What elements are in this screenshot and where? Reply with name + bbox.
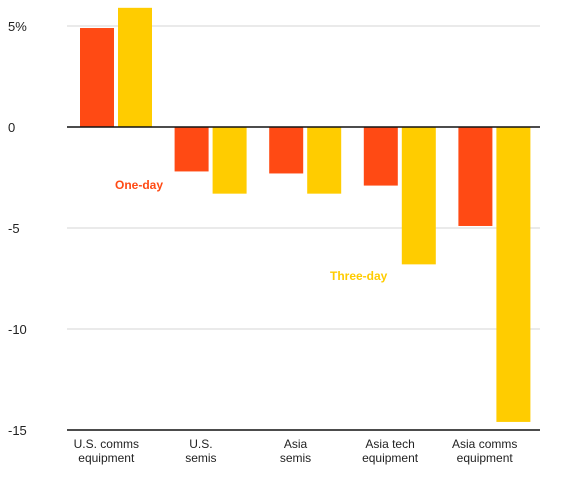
labels: 5%0-5-10-15U.S. commsequipmentU.S.semisA…	[8, 19, 517, 465]
bar-three-day-3	[401, 127, 436, 265]
y-tick-label: 0	[8, 120, 15, 135]
series-label-three-day: Three-day	[330, 269, 388, 283]
y-tick-label: -10	[8, 322, 27, 337]
bar-three-day-2	[307, 127, 342, 194]
bar-three-day-1	[212, 127, 247, 194]
bar-one-day-3	[363, 127, 398, 186]
y-tick-label: 5%	[8, 19, 27, 34]
axes	[67, 126, 540, 431]
bars	[80, 7, 531, 422]
x-category-label: U.S. comms	[74, 437, 139, 451]
bar-one-day-0	[80, 28, 114, 127]
bar-three-day-4	[496, 127, 531, 422]
x-category-label: semis	[185, 451, 216, 465]
bar-one-day-1	[174, 127, 209, 172]
bar-one-day-2	[269, 127, 304, 174]
x-category-label: equipment	[362, 451, 419, 465]
y-tick-label: -15	[8, 423, 27, 438]
series-label-one-day: One-day	[115, 178, 163, 192]
x-category-label: U.S.	[189, 437, 212, 451]
y-tick-label: -5	[8, 221, 20, 236]
bar-one-day-4	[458, 127, 493, 226]
x-category-label: Asia comms	[452, 437, 517, 451]
x-category-label: Asia tech	[365, 437, 414, 451]
x-category-label: equipment	[78, 451, 135, 465]
x-category-label: Asia	[284, 437, 308, 451]
x-category-label: semis	[280, 451, 311, 465]
x-category-label: equipment	[457, 451, 514, 465]
bar-three-day-0	[118, 7, 152, 127]
